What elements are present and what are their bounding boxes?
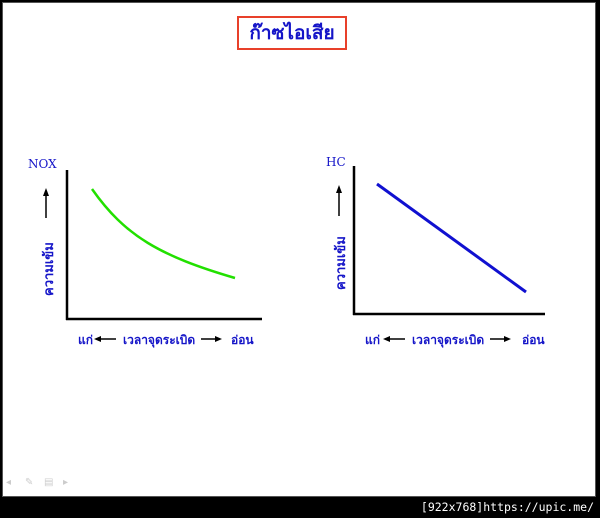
hc-graph: HC ความเข้ม แก่ เวลาจุดระเบิด อ่อน: [326, 155, 545, 348]
hc-series-label: HC: [326, 155, 346, 169]
nox-right-arrow-head: [215, 336, 222, 342]
nox-x-middle-label: เวลาจุดระเบิด: [123, 333, 195, 348]
arrow-right-icon[interactable]: ▸: [63, 477, 69, 488]
footer-bar: [922x768]https://upic.me/: [0, 498, 600, 518]
page-title: ก๊าซไอเสีย: [249, 22, 335, 44]
hc-x-right-label: อ่อน: [522, 333, 545, 347]
nox-x-left-label: แก่: [78, 333, 93, 347]
nox-series-label: NOX: [28, 157, 57, 171]
slide-nav-toolbar: ◂ ✎ ▤ ▸: [6, 478, 76, 488]
hc-up-arrow-head: [336, 185, 342, 193]
slide-canvas: ก๊าซไอเสีย: [2, 2, 596, 497]
watermark: [922x768]https://upic.me/: [420, 500, 594, 514]
nox-x-right-label: อ่อน: [231, 333, 254, 347]
menu-icon[interactable]: ▤: [44, 477, 54, 488]
hc-x-middle-label: เวลาจุดระเบิด: [412, 333, 484, 348]
hc-line: [376, 182, 527, 294]
nox-up-arrow-head: [43, 188, 49, 196]
nox-curve: [90, 188, 236, 280]
hc-y-axis-label: ความเข้ม: [333, 236, 349, 290]
nox-graph: NOX ความเข้ม แก่ เวลาจุดระเบิด อ่อน: [28, 157, 262, 348]
nox-left-arrow-head: [94, 336, 101, 342]
nox-y-axis-label: ความเข้ม: [41, 242, 57, 296]
hc-right-arrow-head: [504, 336, 511, 342]
hc-x-left-label: แก่: [365, 333, 380, 347]
title-box: ก๊าซไอเสีย: [237, 16, 347, 50]
pen-icon[interactable]: ✎: [25, 477, 34, 488]
hc-left-arrow-head: [383, 336, 390, 342]
arrow-left-icon[interactable]: ◂: [6, 477, 12, 488]
